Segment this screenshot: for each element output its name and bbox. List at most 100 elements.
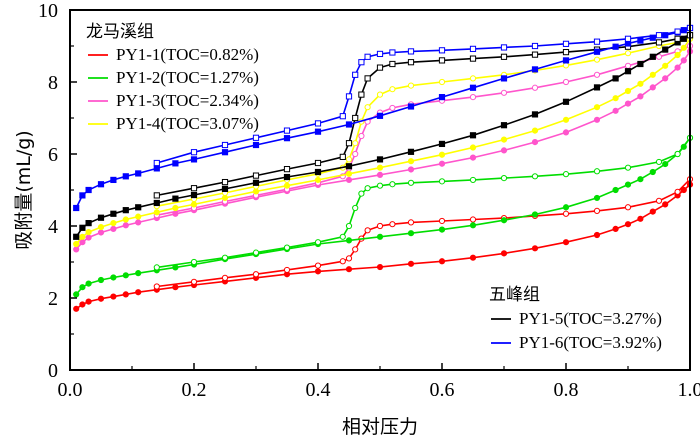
adsorption-point [135, 219, 142, 226]
y-tick-label: 4 [48, 216, 58, 238]
adsorption-point [649, 208, 656, 215]
desorption-point [500, 44, 508, 51]
desorption-point [345, 156, 353, 163]
desorption-point [407, 82, 415, 89]
desorption-point [438, 47, 446, 54]
desorption-point [364, 104, 371, 111]
desorption-point [469, 45, 477, 52]
adsorption-point [283, 135, 291, 142]
adsorption-point [135, 289, 142, 296]
adsorption-point [314, 176, 322, 184]
desorption-point [252, 172, 260, 179]
adsorption-point [637, 80, 644, 87]
desorption-point [358, 132, 365, 140]
desorption-point [364, 75, 371, 82]
desorption-point [339, 153, 346, 160]
adsorption-point [376, 112, 384, 119]
adsorption-point [438, 94, 446, 101]
desorption-point [562, 210, 570, 217]
adsorption-point [500, 217, 508, 224]
adsorption-point [680, 44, 687, 51]
desorption-point [314, 239, 322, 246]
adsorption-point [97, 276, 105, 284]
desorption-point [345, 93, 353, 100]
adsorption-point [110, 176, 117, 184]
desorption-point [562, 40, 570, 47]
y-tick-label: 0 [48, 360, 58, 382]
adsorption-point [680, 186, 687, 194]
desorption-point [314, 159, 322, 167]
desorption-point [500, 89, 508, 96]
desorption-point [407, 219, 415, 226]
adsorption-point [593, 194, 601, 202]
adsorption-point [79, 284, 86, 291]
adsorption-point [637, 215, 644, 222]
desorption-point [376, 182, 384, 189]
adsorption-point [469, 132, 477, 139]
desorption-point [364, 227, 371, 234]
adsorption-point [376, 233, 384, 240]
desorption-point [389, 181, 396, 188]
desorption-point [339, 258, 346, 265]
desorption-point [252, 249, 260, 256]
adsorption-point [649, 84, 656, 91]
desorption-point [153, 192, 160, 199]
adsorption-point [345, 170, 353, 177]
adsorption-point [314, 268, 322, 275]
desorption-point [655, 197, 663, 204]
desorption-point [190, 185, 198, 192]
desorption-point [674, 188, 681, 195]
adsorption-point [73, 305, 80, 312]
desorption-point [655, 32, 663, 39]
adsorption-point [407, 230, 415, 237]
adsorption-point [624, 221, 632, 228]
series-3 [73, 42, 694, 253]
desorption-point [283, 127, 291, 134]
desorption-point [438, 57, 446, 64]
adsorption-point [438, 226, 446, 233]
desorption-point [376, 91, 384, 98]
desorption-point [352, 71, 359, 78]
adsorption-point [612, 107, 619, 114]
legend-label: PY1-2(TOC=1.27%) [116, 68, 259, 87]
adsorption-point [190, 201, 198, 208]
adsorption-point [407, 148, 415, 155]
adsorption-point [85, 280, 92, 287]
adsorption-point [221, 149, 229, 156]
adsorption-point [73, 240, 80, 248]
adsorption-point [500, 75, 508, 82]
adsorption-point [531, 245, 539, 252]
desorption-point [469, 75, 477, 82]
adsorption-point [637, 176, 644, 183]
desorption-point [283, 166, 291, 173]
desorption-point [674, 28, 681, 35]
x-axis-title: 相对压力 [342, 416, 418, 438]
axis-ticks: 0.0 0.2 0.4 0.6 0.8 1.0 0 2 4 6 8 10 [38, 0, 700, 401]
desorption-point [352, 114, 359, 122]
adsorption-point [562, 98, 570, 105]
adsorption-point [314, 168, 322, 176]
desorption-point [562, 62, 570, 69]
adsorption-point [110, 293, 117, 300]
adsorption-point [110, 210, 117, 217]
adsorption-point [624, 181, 632, 188]
adsorption-point [153, 199, 160, 207]
desorption-line [156, 137, 691, 269]
legend-longmaxi: 龙马溪组 PY1-1(TOC=0.82%) PY1-2(TOC=1.27%) PY1-… [86, 22, 259, 133]
legend-title: 龙马溪组 [86, 22, 154, 42]
adsorption-point [612, 43, 619, 50]
adsorption-point [662, 160, 669, 168]
adsorption-point [624, 87, 632, 95]
adsorption-point [662, 62, 669, 69]
desorption-point [389, 104, 396, 112]
adsorption-point [283, 173, 291, 181]
adsorption-point [624, 68, 632, 75]
desorption-point [364, 53, 371, 60]
adsorption-point [674, 51, 681, 59]
adsorption-point [172, 204, 179, 212]
desorption-point [221, 274, 229, 281]
desorption-point [624, 35, 632, 42]
adsorption-point [562, 129, 570, 136]
adsorption-point [345, 163, 353, 170]
